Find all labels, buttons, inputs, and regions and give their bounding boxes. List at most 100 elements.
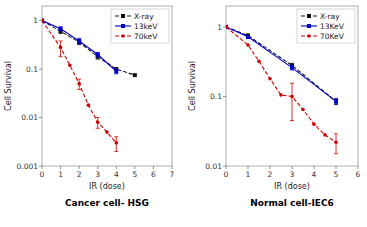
point [59, 27, 63, 31]
chart-title: Normal cell-IEC6 [250, 198, 334, 208]
x-tick-label: 2 [77, 170, 82, 179]
error-bar [290, 65, 294, 70]
x-tick-label: 7 [170, 170, 175, 179]
series-line [42, 21, 116, 143]
y-tick-label: 1 [217, 23, 222, 32]
y-tick-label: 0.1 [210, 92, 222, 101]
error-bar-path [334, 99, 338, 105]
y-axis-label: Cell Survival [4, 61, 13, 111]
point [334, 140, 338, 144]
y-tick-label: 0.01 [205, 162, 222, 171]
x-tick-label: 5 [334, 170, 339, 179]
y-tick [39, 166, 42, 167]
error-bar-path [96, 118, 100, 129]
point [312, 122, 316, 126]
x-tick [270, 166, 271, 169]
x-tick-label: 0 [224, 170, 229, 179]
x-tick-label: 5 [132, 170, 137, 179]
error-bar-path [114, 69, 118, 74]
legend: X-ray13keV70keV [111, 9, 169, 43]
error-bar-path [334, 134, 338, 154]
chart-title: Cancer cell- HSG [65, 198, 149, 208]
x-tick-label: 0 [40, 170, 45, 179]
point [105, 130, 109, 134]
x-tick-label: 3 [290, 170, 295, 179]
x-tick-label: 1 [246, 170, 251, 179]
x-axis-label: IR (dose) [89, 182, 125, 191]
point [334, 99, 338, 103]
point [290, 66, 294, 70]
series-line [42, 21, 116, 72]
figure: 0 1 2 3 4 5 6 7 0.001 0.01 0.1 1 IR (dose) Cell Survi… [0, 0, 367, 227]
y-tick-label: 0.001 [17, 162, 39, 171]
legend-marker [121, 34, 125, 38]
x-tick [116, 166, 117, 169]
point [96, 120, 100, 124]
error-bar [96, 118, 100, 129]
point [59, 46, 63, 50]
point [246, 43, 250, 47]
point [96, 52, 100, 56]
plot-frame [42, 6, 172, 166]
x-axis-label: IR (dose) [274, 182, 310, 191]
x-tick-label: 6 [356, 170, 361, 179]
error-bar-path [59, 27, 63, 31]
panel: 012345670.0010.010.11IR (dose)Cell Survi… [4, 6, 175, 208]
y-tick [39, 20, 42, 21]
error-bar-path [290, 65, 294, 70]
plot-frame [226, 6, 358, 166]
y-tick [223, 26, 226, 27]
error-bar [96, 52, 100, 56]
error-bar-path [114, 137, 118, 152]
legend-marker [307, 34, 311, 38]
x-tick [292, 166, 293, 169]
legend-box [297, 9, 355, 43]
legend-label: X-ray [134, 12, 154, 21]
legend: X-ray13KeV70KeV [297, 9, 355, 43]
error-bar-path [77, 38, 81, 44]
error-bar [290, 83, 294, 120]
y-tick [39, 69, 42, 70]
x-tick [134, 166, 135, 169]
legend-marker [307, 14, 311, 18]
point [114, 69, 118, 73]
error-bar [59, 41, 63, 57]
y-tick-label: 0.01 [21, 113, 38, 122]
error-bar [334, 99, 338, 105]
point [77, 82, 81, 86]
x-tick-label: 1 [58, 170, 63, 179]
y-tick [39, 117, 42, 118]
point [323, 133, 327, 137]
y-tick [223, 96, 226, 97]
error-bar-path [96, 52, 100, 56]
point [268, 77, 272, 81]
point [42, 19, 44, 23]
plot-area [226, 25, 338, 154]
series-line [226, 27, 336, 142]
error-bar [59, 27, 63, 31]
point [301, 108, 305, 112]
x-tick [153, 166, 154, 169]
point [87, 103, 91, 107]
point [290, 95, 294, 99]
point [334, 99, 338, 103]
x-tick [248, 166, 249, 169]
x-tick-label: 6 [151, 170, 156, 179]
panel: 01234560.010.11IR (dose)Cell SurvivalNor… [188, 6, 361, 208]
point [77, 39, 81, 43]
error-bar [114, 137, 118, 152]
point [68, 63, 72, 67]
x-tick [60, 166, 61, 169]
error-bar-path [290, 83, 294, 120]
background [0, 0, 367, 227]
error-bar [77, 38, 81, 44]
legend-marker [121, 24, 125, 28]
x-tick-label: 4 [114, 170, 119, 179]
legend-label: 70keV [134, 32, 158, 41]
legend-label: 70KeV [320, 32, 345, 41]
x-tick [97, 166, 98, 169]
y-tick-label: 1 [33, 16, 38, 25]
legend-marker [121, 14, 125, 18]
x-tick [172, 166, 173, 169]
x-tick [358, 166, 359, 169]
